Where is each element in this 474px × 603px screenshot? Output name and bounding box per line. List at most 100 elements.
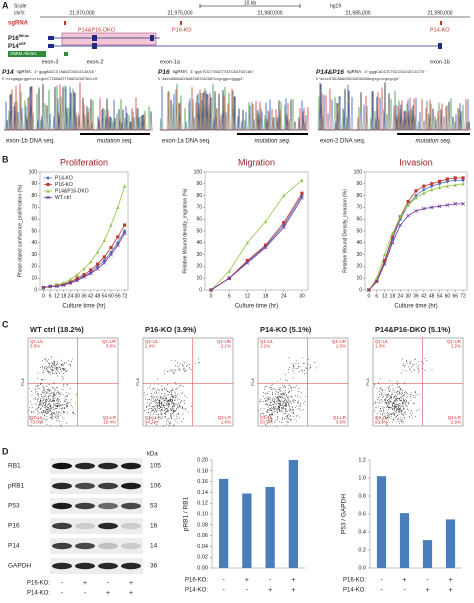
seq-heading: P14&P16 sgRNA: 3'gggCACGTCTGCCGCCGCCCCT5' [316,69,427,76]
point [461,202,465,206]
point [75,278,80,283]
point [445,177,449,181]
flow-y-label: PI-A [365,378,370,386]
condition-sign: - [426,577,429,584]
blot-band [121,482,141,490]
sgrna-label: P16-KO [172,27,192,33]
point [123,184,127,188]
blot-band [121,502,141,510]
condition-sign: - [222,587,225,594]
scale-bar-label: 10 kb [244,0,256,6]
gene-label: P16INK4a [8,34,29,42]
y-tick-label: 80 [356,193,362,199]
y-tick-label: 0.8 [358,493,366,499]
point [422,184,426,188]
sgrna-label: sgRNA: [173,69,189,74]
blot-row-label: P53 [8,503,20,510]
blot-kda: 36 [150,563,158,570]
point [367,288,371,292]
point [102,238,106,243]
point [430,182,434,186]
sgrna-seq: 3'ggtTCCCTGGCTTATCAGTGCCA5' [190,70,255,75]
blot-band [52,542,72,550]
quadrant-value: 2.9% [451,420,461,425]
exon-block [150,35,154,41]
region-label: exon-1a DNA seq. [162,139,211,145]
coordinate: 21,985,000 [345,10,370,16]
point [109,223,113,227]
quadrant-name: Q1-UR [217,339,232,344]
point [414,196,418,200]
y-tick-label: 0.12 [197,501,208,507]
point [421,206,426,211]
x-tick-label: 0 [210,293,213,299]
point [41,285,46,290]
y-tick-label: 100 [29,169,38,175]
point [68,280,73,284]
y-tick-label: 50 [31,228,37,234]
y-tick-label: 0.16 [197,479,208,485]
coordinate: 21,970,000 [69,10,94,16]
chrom-label: chr9: [14,10,25,16]
x-tick-label: 48 [95,293,101,299]
point [383,252,387,257]
y-tick-label: 50 [356,228,362,234]
condition-sign: + [402,577,406,584]
x-tick-label: 42 [88,293,94,299]
point [245,240,250,245]
y-tick-label: 90 [31,181,37,187]
point [375,276,379,280]
point [116,235,120,239]
x-tick-label: 24 [398,293,404,299]
condition-sign: + [448,587,452,594]
flow-title: P16-KO (3.9%) [145,325,197,334]
y-tick-label: 70 [356,205,362,211]
condition-label: P14-KO: [343,588,366,594]
x-tick-label: 60 [108,293,114,299]
point [300,191,304,195]
x-tick-label: 66 [452,293,458,299]
quadrant-value: 94.7% [145,420,158,425]
genome-browser: Scale chr9: 10 kb hg19 21,970,000 21,975… [8,0,470,65]
blot-band [75,462,95,470]
condition-sign: - [380,587,383,594]
blot-band [98,542,118,550]
x-tick-label: 60 [445,293,451,299]
condition-sign: - [61,590,64,597]
condition-sign: - [84,590,87,597]
omim-mark [64,52,68,56]
point [95,250,100,254]
quadrant-name: Q1-LR [333,415,347,420]
x-tick-label: 6 [375,293,378,299]
series-line [210,179,303,291]
y-tick-label: 0.04 [197,544,208,550]
region-label: exon-2 DNA seq. [320,139,366,145]
blot-kda: 16 [150,523,158,530]
point [406,199,410,204]
condition-sign: + [425,587,429,594]
blot-row-label: P16 [8,523,20,530]
y-axis-label: Phase object confluence_proliferation (%… [17,184,23,277]
seq-heading: P16 sgRNA: 3'ggtTCCCTGGCTTATCAGTGCCA5' [158,69,255,76]
y-tick-label: 10 [196,276,202,282]
y-tick-label: 0.14 [197,490,208,496]
condition-sign: + [268,587,272,594]
point [390,240,395,245]
point [300,196,304,200]
x-tick-label: 42 [421,293,427,299]
point [115,243,120,248]
legend-label: WT ctrl [55,195,71,201]
y-tick-label: 20 [31,264,37,270]
flow-frame [257,337,349,427]
quadrant-value: 1.2% [260,344,270,349]
sgrna-seq: 3'gggCACGTCTGCCGCCGCCCCT5' [364,70,426,75]
point [95,266,100,271]
coordinate: 21,980,000 [257,10,282,16]
point [414,193,418,198]
coordinate: 21,990,000 [427,10,452,16]
x-tick-label: 0 [368,293,371,299]
seq-heading: P14 sgRNA: 3'gggAGCCCTAAGCCGCGCCACG5' [2,69,97,76]
blot-row-label: pRB1 [8,483,25,490]
coordinate: 21,975,000 [167,10,192,16]
point [46,176,50,180]
